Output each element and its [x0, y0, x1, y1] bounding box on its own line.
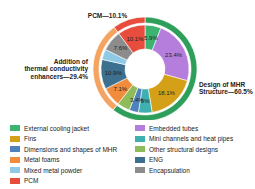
svg-text:3.4%: 3.4%: [130, 97, 144, 103]
svg-text:10.1%: 10.1%: [127, 36, 145, 42]
html-text:Metal foams: Metal foams: [24, 156, 60, 164]
svg-text:7.6%: 7.6%: [114, 45, 128, 51]
html-text:Embedded tubes: Embedded tubes: [149, 124, 199, 132]
html-text:PCM: PCM: [24, 177, 39, 185]
svg-text:PCM—10.1%: PCM—10.1%: [88, 11, 128, 18]
svg-text:23.4%: 23.4%: [165, 52, 183, 58]
svg-text:5.9%: 5.9%: [144, 35, 158, 41]
svg-text:10.9%: 10.9%: [105, 70, 123, 76]
svg-text:7.1%: 7.1%: [113, 86, 127, 92]
html-text:Encapsulation: Encapsulation: [149, 166, 190, 174]
html-text:Mixed metal powder: Mixed metal powder: [24, 166, 83, 174]
html-text:Fins: Fins: [24, 135, 37, 143]
html-text:Other structural designs: Other structural designs: [149, 145, 218, 153]
svg-text:5%: 5%: [140, 98, 150, 104]
html-text:External cooling jacket: External cooling jacket: [24, 124, 89, 132]
svg-text:18.1%: 18.1%: [158, 90, 176, 96]
svg-text:Design of MHRStructure—60.5%: Design of MHRStructure—60.5%: [199, 80, 253, 95]
svg-text:Addition ofthermal conductivit: Addition ofthermal conductivityenhancers…: [24, 57, 88, 79]
html-text:Dimensions and shapes of MHR: Dimensions and shapes of MHR: [24, 145, 118, 153]
html-text:Mini channels and heat pipes: Mini channels and heat pipes: [149, 135, 234, 143]
html-text:ENG: ENG: [149, 156, 164, 164]
